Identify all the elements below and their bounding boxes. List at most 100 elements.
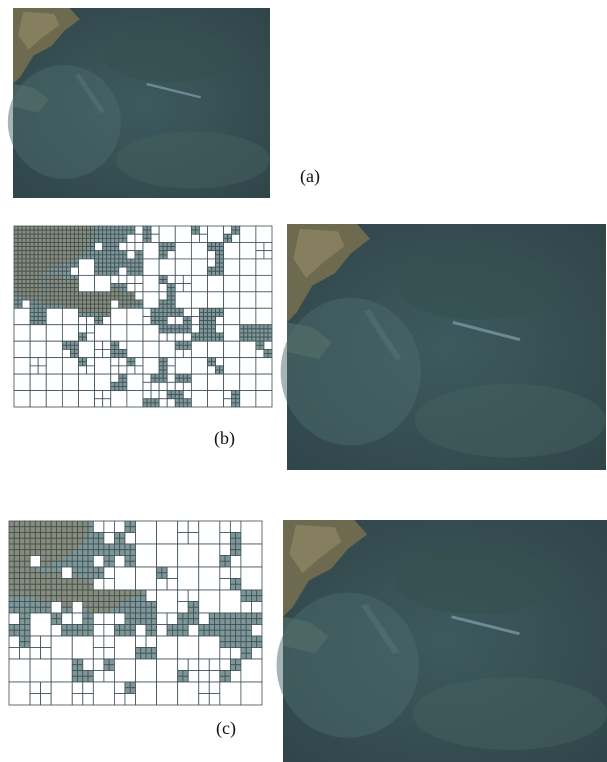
grid-cell <box>70 234 74 238</box>
grid-cell <box>115 255 119 259</box>
grid-cell <box>193 607 198 613</box>
grid-cell <box>83 234 87 238</box>
grid-cell <box>93 556 104 568</box>
grid-cell <box>62 550 67 556</box>
grid-cell <box>188 625 199 637</box>
grid-cell <box>56 538 61 544</box>
grid-cell <box>143 399 147 403</box>
grid-cell <box>74 275 78 279</box>
grid-cell <box>178 671 183 677</box>
grid-cell <box>30 259 34 263</box>
grid-cell <box>79 251 83 255</box>
grid-cell <box>14 573 19 579</box>
grid-cell <box>26 271 30 275</box>
grid-cell <box>56 567 61 573</box>
grid-cell <box>125 613 130 619</box>
grid-cell <box>175 391 179 395</box>
grid-cell <box>167 630 172 636</box>
grid-cell <box>91 304 95 308</box>
grid-cell <box>56 613 61 619</box>
grid-cell <box>74 304 78 308</box>
grid-cell <box>241 590 246 596</box>
grid-cell <box>175 312 179 316</box>
grid-cell <box>103 267 107 271</box>
grid-cell <box>46 550 51 556</box>
grid-cell <box>38 366 46 374</box>
grid-cell <box>127 341 143 357</box>
grid-cell <box>93 659 104 671</box>
grid-cell <box>111 325 127 341</box>
grid-cell <box>34 279 38 283</box>
grid-cell <box>230 584 235 590</box>
grid-cell <box>159 333 167 341</box>
grid-cell <box>9 544 14 550</box>
grid-cell <box>78 550 83 556</box>
grid-cell <box>93 596 98 602</box>
grid-cell <box>74 341 78 345</box>
grid-cell <box>212 358 216 362</box>
grid-cell <box>72 613 83 625</box>
grid-cell <box>163 374 167 378</box>
grid-cell <box>74 238 78 242</box>
grid-cell <box>225 561 230 567</box>
grid-cell <box>34 271 38 275</box>
grid-cell <box>30 527 35 533</box>
grid-cell <box>208 325 212 329</box>
grid-cell <box>66 275 70 279</box>
grid-cell <box>135 251 139 255</box>
grid-cell <box>248 333 252 337</box>
grid-cell <box>50 247 54 251</box>
grid-cell <box>70 251 74 255</box>
grid-cell <box>136 602 141 608</box>
grid-cell <box>224 226 232 234</box>
grid-cell <box>25 544 30 550</box>
grid-cell <box>163 242 167 246</box>
grid-cell <box>130 613 135 619</box>
grid-cell <box>131 230 135 234</box>
grid-cell <box>195 337 199 341</box>
grid-cell <box>99 267 103 271</box>
grid-cell <box>14 247 18 251</box>
grid-cell <box>171 284 175 288</box>
grid-cell <box>38 275 42 279</box>
grid-cell <box>34 304 38 308</box>
grid-cell <box>62 275 66 279</box>
grid-cell <box>111 391 127 407</box>
grid-cell <box>25 625 30 631</box>
grid-cell <box>167 317 175 325</box>
grid-cell <box>56 619 61 625</box>
grid-cell <box>72 556 77 562</box>
grid-cell <box>241 567 262 590</box>
grid-cell <box>103 242 107 246</box>
grid-cell <box>79 358 83 362</box>
grid-cell <box>34 251 38 255</box>
grid-cell <box>191 341 207 357</box>
grid-cell <box>225 671 230 677</box>
grid-cell <box>46 308 62 324</box>
grid-cell <box>9 636 20 648</box>
grid-cell <box>20 521 25 527</box>
grid-cell <box>99 321 103 325</box>
grid-cell <box>230 544 235 550</box>
grid-cell <box>220 259 224 263</box>
grid-cell <box>91 312 95 316</box>
grid-cell <box>25 607 30 613</box>
grid-cell <box>115 234 119 238</box>
grid-cell <box>46 284 50 288</box>
grid-cell <box>151 226 159 234</box>
grid-cell <box>78 676 83 682</box>
grid-cell <box>120 533 125 539</box>
grid-cell <box>83 304 87 308</box>
grid-cell <box>18 292 22 296</box>
grid-cell <box>241 602 252 614</box>
grid-cell <box>220 625 225 631</box>
grid-cell <box>88 538 93 544</box>
grid-cell <box>70 354 74 358</box>
grid-cell <box>30 317 34 321</box>
grid-cell <box>224 308 240 324</box>
grid-cell <box>147 226 151 230</box>
grid-cell <box>146 619 151 625</box>
grid-cell <box>58 304 62 308</box>
grid-cell <box>131 362 135 366</box>
grid-cell <box>46 538 51 544</box>
